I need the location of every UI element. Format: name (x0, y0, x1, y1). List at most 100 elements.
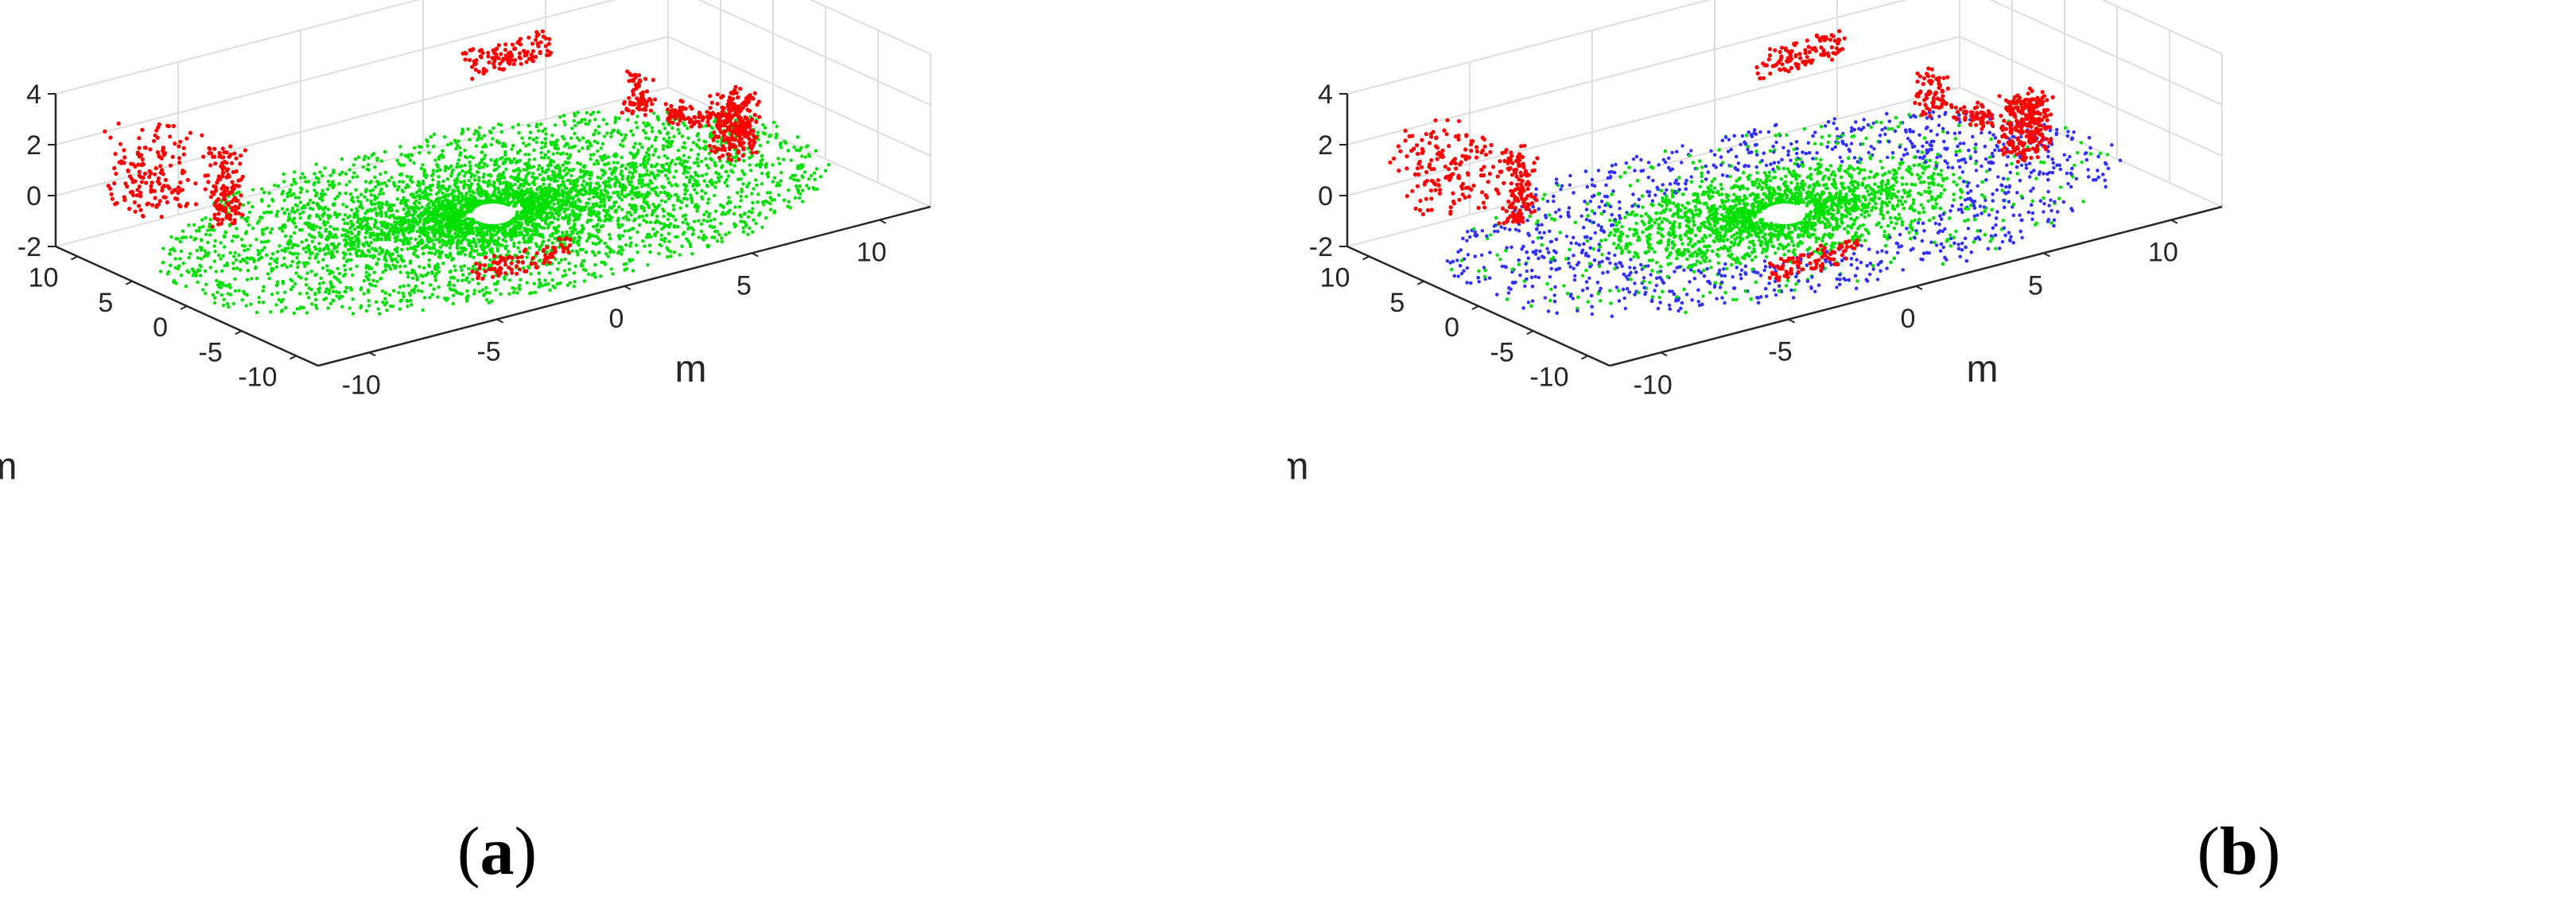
ground-point (232, 254, 236, 258)
ground-point (547, 183, 551, 187)
ground-point (553, 236, 557, 240)
ground-point (381, 300, 385, 305)
point-cloud (103, 29, 831, 316)
ground-point (463, 163, 467, 168)
ground-point (526, 251, 530, 255)
ground-point (523, 240, 526, 244)
ground-point (430, 293, 434, 297)
ground-point (402, 163, 406, 167)
ground-point (402, 284, 406, 288)
ground-point (467, 179, 471, 183)
ground-point (247, 210, 252, 215)
ground-point (235, 266, 239, 270)
ground-point (341, 217, 345, 222)
ground-point (751, 230, 755, 234)
ground-point (685, 165, 689, 169)
ground-point (628, 236, 632, 240)
ground-point (535, 188, 539, 192)
ground-point (556, 188, 560, 193)
ground-point (201, 224, 205, 229)
ground-point (480, 288, 485, 292)
ground-point (449, 276, 453, 280)
ground-point (624, 133, 627, 137)
ground-point (303, 264, 307, 269)
ground-point (226, 301, 230, 306)
ground-point (739, 194, 743, 199)
ground-point (813, 177, 817, 181)
ground-point (613, 168, 617, 173)
ground-point (451, 301, 455, 306)
ground-point (580, 231, 584, 235)
ground-point (571, 213, 576, 218)
ground-point (481, 145, 485, 149)
ground-point (627, 180, 631, 184)
ground-point (620, 198, 624, 202)
ground-point (608, 232, 612, 237)
ground-point (606, 254, 610, 258)
ground-point (532, 179, 536, 184)
ground-point (461, 227, 465, 231)
ground-point (389, 304, 393, 308)
z-tick-label: -2 (17, 232, 41, 262)
ground-point (390, 176, 394, 180)
ground-point (292, 177, 296, 181)
ground-point (458, 151, 463, 155)
ground-point (200, 239, 204, 243)
ground-point (598, 219, 602, 223)
ground-point (721, 164, 725, 168)
ground-point (409, 259, 413, 263)
ground-point (608, 167, 612, 171)
ground-point (403, 203, 408, 207)
ground-point (803, 155, 807, 159)
ground-point (402, 233, 406, 238)
ground-point (488, 258, 492, 262)
ground-point (359, 192, 363, 196)
ground-point (340, 294, 344, 299)
ground-point (631, 269, 635, 273)
ground-point (424, 219, 428, 223)
ground-point (283, 234, 288, 239)
ground-point (410, 276, 415, 281)
ground-point (560, 188, 565, 192)
ground-point (406, 155, 410, 160)
ground-point (700, 173, 705, 178)
ground-point (293, 225, 298, 229)
ground-point (260, 199, 264, 204)
ground-point (235, 227, 239, 231)
ground-point (526, 210, 530, 215)
ground-point (595, 159, 599, 163)
ground-point (729, 169, 733, 173)
ground-point (659, 190, 662, 195)
ground-point (770, 198, 774, 202)
ground-point (510, 188, 514, 192)
ground-point (386, 225, 390, 229)
ground-point (407, 240, 411, 244)
ground-point (487, 173, 491, 177)
ground-point (471, 227, 475, 231)
ground-point (482, 248, 486, 253)
ground-point (428, 218, 432, 223)
ground-point (524, 174, 528, 178)
ground-point (387, 215, 392, 219)
ground-point (721, 205, 725, 209)
ground-point (244, 304, 248, 308)
ground-point (445, 177, 449, 181)
ground-point (227, 282, 231, 287)
ground-point (552, 179, 557, 183)
ground-point (427, 150, 431, 155)
ground-point (660, 170, 664, 174)
ground-point (406, 247, 410, 251)
ground-point (667, 225, 671, 229)
ground-point (515, 215, 519, 219)
ground-point (565, 152, 569, 156)
ground-point (316, 204, 320, 208)
ground-point (408, 158, 413, 162)
ground-point (329, 250, 333, 254)
ground-point (707, 211, 712, 215)
ground-point (451, 188, 455, 192)
ground-point (501, 238, 505, 242)
ground-point (541, 196, 545, 200)
ground-point (584, 122, 588, 126)
ground-point (606, 191, 610, 196)
ground-point (627, 192, 631, 196)
